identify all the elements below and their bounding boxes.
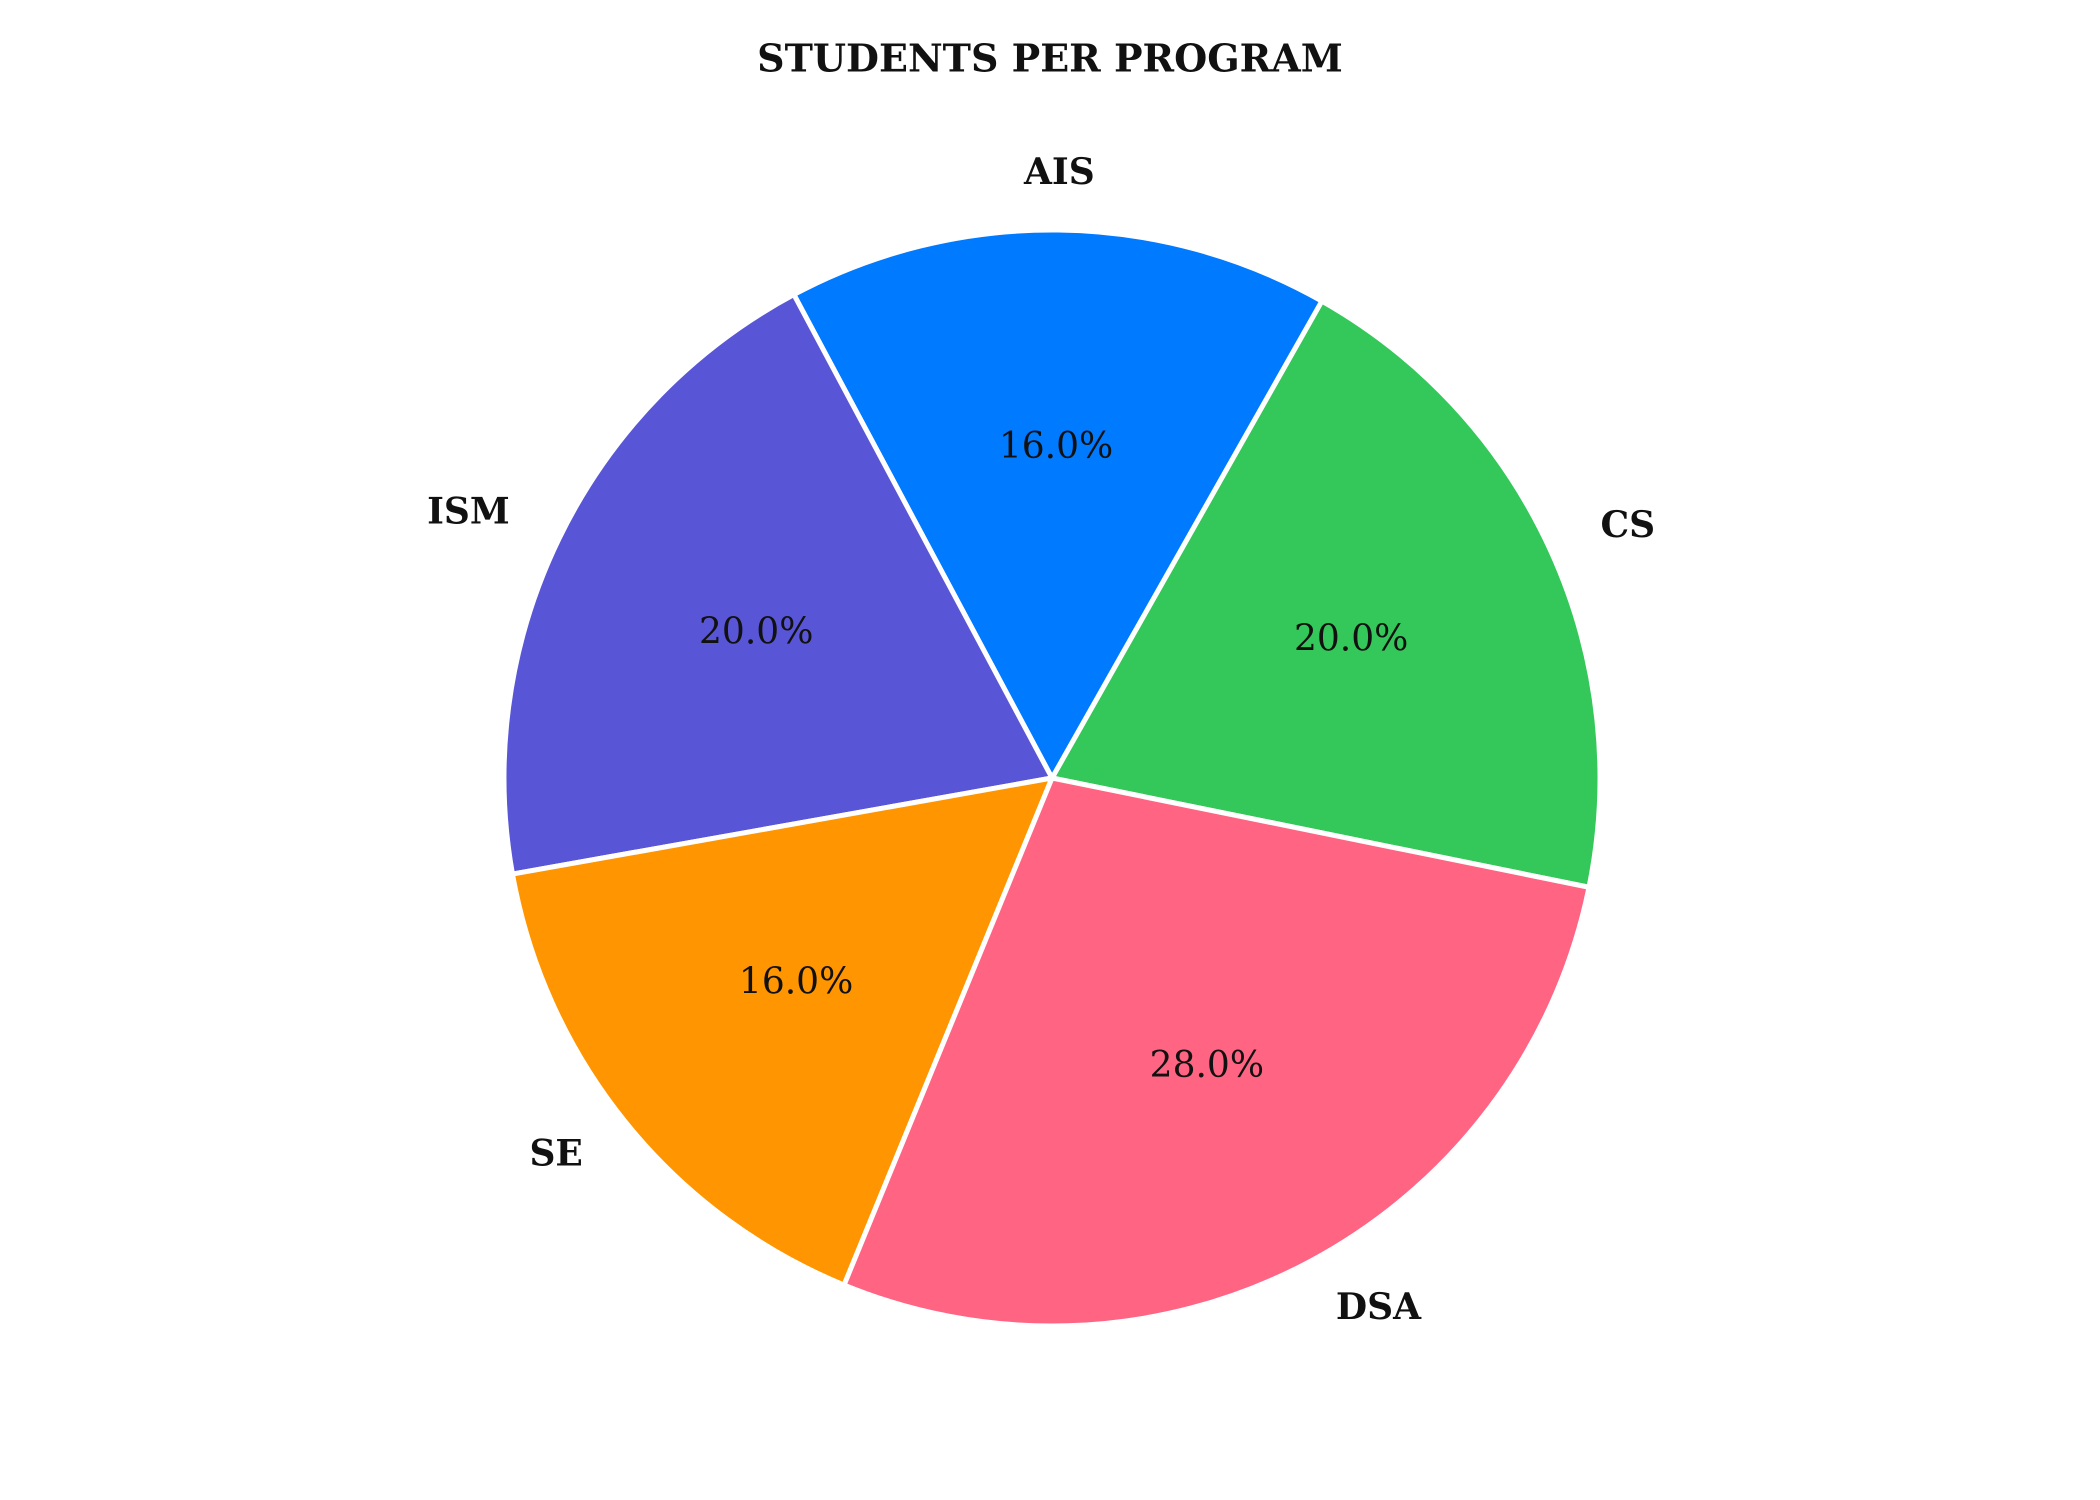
slice-label-dsa: DSA (1336, 1286, 1422, 1328)
slice-percent-se: 16.0% (739, 961, 853, 1002)
pie-slices (501, 227, 1603, 1329)
pie-slice-dsa (841, 775, 1592, 1329)
slice-label-cs: CS (1601, 504, 1656, 546)
pie-labels: CS 20.0% AIS 16.0% ISM 20.0% SE 16.0% DSA 28.0% (427, 151, 1655, 1328)
pie-slice-ais (791, 227, 1325, 781)
slice-percent-dsa: 28.0% (1150, 1045, 1264, 1086)
pie-slice-ism (501, 292, 1055, 877)
slice-label-se: SE (529, 1133, 582, 1175)
slice-label-ais: AIS (1023, 151, 1095, 193)
slice-percent-ais: 16.0% (999, 426, 1113, 467)
pie-slice-se (509, 775, 1055, 1288)
chart-title: Students per Program (757, 36, 1343, 81)
slice-percent-cs: 20.0% (1294, 619, 1408, 660)
pie-slice-cs (1049, 298, 1603, 890)
slice-label-ism: ISM (427, 491, 510, 533)
slice-percent-ism: 20.0% (699, 611, 813, 652)
